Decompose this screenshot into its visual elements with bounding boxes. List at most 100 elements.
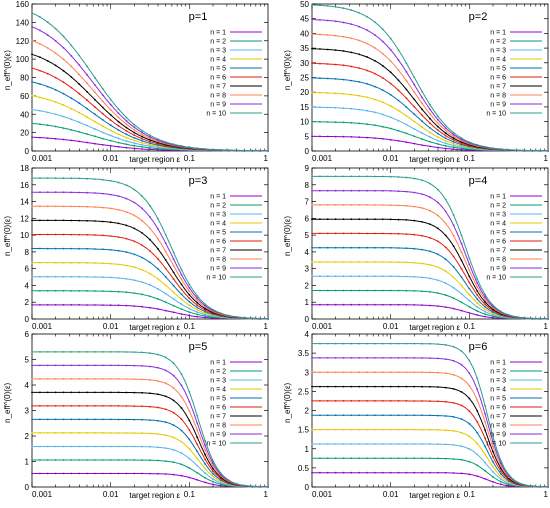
data-point — [78, 54, 81, 57]
legend-entry: n = 4 — [490, 221, 506, 228]
data-point — [342, 78, 345, 81]
data-point — [157, 227, 159, 230]
data-point — [39, 123, 41, 126]
data-point — [366, 261, 368, 263]
data-point — [204, 449, 207, 451]
y-tick-label: 3 — [25, 407, 30, 416]
data-point — [196, 479, 199, 481]
data-point — [133, 147, 136, 150]
data-point — [133, 364, 136, 367]
data-point — [78, 378, 81, 380]
data-point — [444, 198, 447, 201]
legend-entry: n = 7 — [210, 414, 226, 421]
series-line-n7 — [311, 48, 549, 152]
data-point — [62, 275, 65, 278]
data-point — [39, 472, 41, 475]
data-point — [374, 428, 376, 431]
x-tick-label: 1 — [544, 154, 549, 163]
data-point — [350, 471, 353, 474]
data-point — [358, 357, 361, 359]
data-point — [460, 148, 463, 151]
data-point — [429, 236, 431, 239]
y-tick-label: 0.5 — [298, 464, 310, 473]
data-point — [484, 445, 486, 448]
data-point — [109, 418, 112, 421]
data-point — [117, 391, 120, 394]
data-point — [157, 419, 159, 422]
data-point — [405, 97, 408, 100]
series-line-n9 — [311, 19, 548, 152]
data-point — [437, 136, 439, 139]
data-point — [437, 132, 439, 135]
data-point — [62, 289, 65, 292]
data-point — [204, 463, 207, 465]
data-point — [484, 469, 486, 472]
data-point — [468, 460, 471, 463]
data-point — [319, 77, 321, 80]
data-point — [212, 483, 214, 486]
data-point — [117, 112, 120, 115]
data-point — [484, 303, 486, 306]
data-point — [133, 351, 136, 353]
data-point — [460, 418, 463, 420]
data-point — [350, 79, 353, 82]
data-point — [413, 105, 416, 108]
data-point — [413, 120, 416, 123]
data-point — [196, 436, 199, 439]
data-point — [109, 134, 112, 137]
data-point — [413, 385, 416, 388]
data-point — [101, 418, 104, 421]
data-point — [421, 276, 423, 279]
data-point — [78, 111, 81, 114]
data-point — [350, 189, 353, 192]
data-point — [437, 122, 439, 125]
data-point — [342, 303, 345, 306]
data-point — [39, 136, 41, 139]
data-point — [374, 371, 376, 374]
data-point — [70, 76, 73, 78]
data-point — [125, 418, 128, 421]
x-tick-label: 0.01 — [103, 154, 119, 163]
data-point — [397, 342, 400, 345]
y-tick-label: 45 — [300, 15, 309, 24]
data-point — [405, 233, 408, 236]
data-point — [149, 238, 151, 241]
data-point — [342, 414, 345, 417]
data-point — [188, 476, 191, 479]
data-point — [334, 106, 337, 109]
data-point — [117, 145, 120, 148]
data-point — [101, 137, 104, 140]
data-point — [492, 315, 494, 318]
data-point — [117, 290, 120, 293]
data-point — [421, 385, 423, 388]
data-point — [507, 473, 510, 476]
data-point — [444, 127, 447, 129]
data-point — [180, 273, 183, 276]
data-point — [125, 136, 128, 139]
data-point — [157, 353, 159, 356]
data-point — [101, 351, 104, 353]
data-point — [133, 391, 136, 394]
data-point — [311, 289, 313, 292]
data-point — [117, 432, 120, 434]
data-point — [54, 275, 57, 278]
data-point — [499, 475, 502, 478]
data-point — [326, 121, 329, 123]
data-point — [133, 418, 136, 421]
data-point — [421, 179, 423, 182]
data-point — [374, 385, 376, 388]
data-point — [78, 205, 81, 208]
data-point — [389, 428, 392, 431]
data-point — [86, 82, 88, 85]
data-point — [172, 311, 175, 314]
data-point — [547, 317, 549, 320]
data-point — [334, 135, 337, 138]
data-point — [188, 311, 191, 313]
data-point — [259, 149, 261, 152]
data-point — [429, 117, 431, 120]
data-point — [421, 400, 423, 402]
data-point — [70, 405, 73, 407]
y-tick-label: 18 — [20, 164, 29, 173]
data-point — [180, 463, 183, 466]
data-point — [484, 313, 486, 315]
